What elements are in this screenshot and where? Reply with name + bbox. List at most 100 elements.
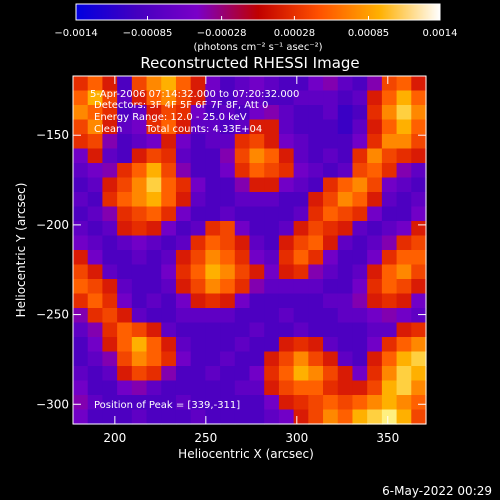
heatmap-cell xyxy=(117,148,133,164)
heatmap-cell xyxy=(396,380,412,396)
heatmap-cell xyxy=(117,250,133,266)
colorbar-unit-label: (photons cm⁻² s⁻¹ asec⁻²) xyxy=(193,42,322,53)
heatmap-cell xyxy=(352,221,368,237)
heatmap-cell xyxy=(381,337,398,353)
heatmap-cell xyxy=(175,90,192,106)
heatmap-cell xyxy=(146,380,162,396)
heatmap-cell xyxy=(205,148,221,164)
heatmap-cell xyxy=(175,322,192,338)
heatmap-cell xyxy=(146,235,162,251)
heatmap-cell xyxy=(367,177,383,193)
heatmap-cell xyxy=(102,395,118,411)
heatmap-cell xyxy=(411,134,427,150)
heatmap-cell xyxy=(381,293,398,309)
annotation-time-range: 5-Apr-2006 07:14:32.000 to 07:20:32.000 xyxy=(90,89,299,100)
heatmap-cell xyxy=(323,221,339,237)
heatmap-cell xyxy=(323,206,339,222)
heatmap-cell xyxy=(367,337,383,353)
heatmap-cell xyxy=(293,163,309,179)
heatmap-cell xyxy=(293,206,309,222)
heatmap-cell xyxy=(175,134,192,150)
heatmap-cell xyxy=(381,105,398,121)
heatmap-cell xyxy=(175,76,192,92)
heatmap-cell xyxy=(175,206,192,222)
heatmap-cell xyxy=(381,192,398,208)
heatmap-cell xyxy=(352,293,368,309)
y-axis-label: Heliocentric Y (arcsec) xyxy=(14,183,28,318)
heatmap-cell xyxy=(308,366,324,382)
heatmap-cell xyxy=(323,192,339,208)
heatmap-cell xyxy=(367,279,383,295)
heatmap-cell xyxy=(205,235,221,251)
heatmap-cell xyxy=(131,192,148,208)
heatmap-cell xyxy=(367,192,383,208)
heatmap-cell xyxy=(175,293,192,309)
heatmap-cell xyxy=(234,148,251,164)
heatmap-cell xyxy=(102,235,118,251)
heatmap-cell xyxy=(249,76,265,92)
heatmap-cell xyxy=(205,76,221,92)
heatmap-cell xyxy=(308,351,324,367)
heatmap-cell xyxy=(264,105,280,121)
heatmap-cell xyxy=(131,293,148,309)
heatmap-cell xyxy=(146,409,162,425)
heatmap-cell xyxy=(146,105,162,121)
heatmap-cell xyxy=(367,221,383,237)
heatmap-cell xyxy=(87,163,104,179)
heatmap-cell xyxy=(249,322,265,338)
heatmap-cell xyxy=(102,279,118,295)
heatmap-cell xyxy=(249,337,265,353)
heatmap-cell xyxy=(337,192,354,208)
heatmap-cell xyxy=(131,308,148,324)
heatmap-cell xyxy=(367,322,383,338)
heatmap-cell xyxy=(220,337,236,353)
heatmap-cell xyxy=(234,206,251,222)
heatmap-cell xyxy=(308,192,324,208)
heatmap-cell xyxy=(87,380,104,396)
heatmap-cell xyxy=(161,163,177,179)
heatmap-cell xyxy=(117,293,133,309)
heatmap-cell xyxy=(249,177,265,193)
annotation-peak-position: Position of Peak = [339,-311] xyxy=(94,400,240,411)
heatmap-cell xyxy=(367,395,383,411)
heatmap-cell xyxy=(190,293,206,309)
heatmap-cell xyxy=(131,409,148,425)
heatmap-cell xyxy=(87,279,104,295)
heatmap-cell xyxy=(323,177,339,193)
heatmap-cell xyxy=(308,105,324,121)
heatmap-cell xyxy=(87,148,104,164)
y-tick-label: −250 xyxy=(36,308,69,322)
heatmap-cell xyxy=(411,119,427,135)
heatmap-cell xyxy=(411,221,427,237)
heatmap-cell xyxy=(117,134,133,150)
heatmap-cell xyxy=(87,206,104,222)
heatmap-cell xyxy=(352,163,368,179)
heatmap-cell xyxy=(190,192,206,208)
colorbar-tick-label: −0.00028 xyxy=(197,28,247,39)
heatmap-cell xyxy=(381,380,398,396)
heatmap-cell xyxy=(146,395,162,411)
heatmap-cell xyxy=(73,308,89,324)
heatmap-cell xyxy=(190,351,206,367)
heatmap-cell xyxy=(205,322,221,338)
heatmap-cell xyxy=(87,351,104,367)
heatmap-cell xyxy=(161,134,177,150)
heatmap-cell xyxy=(249,351,265,367)
colorbar-tick-label: 0.00028 xyxy=(274,28,315,39)
heatmap-cell xyxy=(396,76,412,92)
heatmap-cell xyxy=(308,206,324,222)
axis-ticks: 200 250 300 350 −150 −200 −250 −300 xyxy=(36,76,426,445)
heatmap-cell xyxy=(190,409,206,425)
heatmap-cell xyxy=(411,177,427,193)
heatmap-cell xyxy=(293,308,309,324)
heatmap-cell xyxy=(190,206,206,222)
heatmap-cell xyxy=(396,366,412,382)
heatmap-cell xyxy=(190,76,206,92)
heatmap-cell xyxy=(234,279,251,295)
heatmap-cell xyxy=(367,293,383,309)
heatmap-cell xyxy=(190,250,206,266)
heatmap-cell xyxy=(352,322,368,338)
heatmap-cell xyxy=(396,308,412,324)
heatmap-cell xyxy=(278,351,295,367)
heatmap-cell xyxy=(146,293,162,309)
